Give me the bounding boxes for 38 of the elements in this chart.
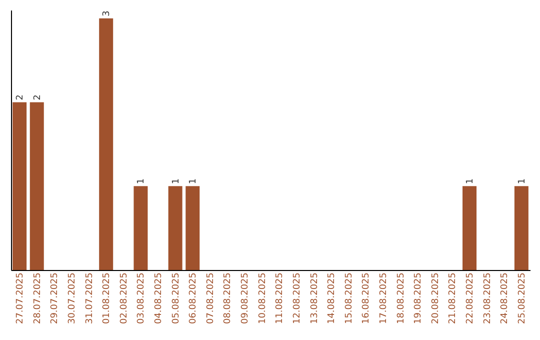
x-tick-label: 28.07.2025 (32, 272, 43, 324)
x-tick-label: 30.07.2025 (67, 272, 78, 324)
x-tick-label: 27.07.2025 (16, 272, 26, 324)
data-label: 1 (188, 178, 199, 184)
x-tick-label: 11.08.2025 (275, 272, 286, 324)
x-tick-label: 29.07.2025 (50, 272, 60, 324)
x-tick-label: 24.08.2025 (500, 272, 510, 324)
x-tick-label: 03.08.2025 (136, 272, 147, 324)
x-tick-label: 17.08.2025 (378, 272, 389, 324)
data-label: 2 (16, 94, 26, 100)
x-tick-label: 02.08.2025 (119, 272, 130, 324)
x-tick-label: 01.08.2025 (102, 272, 112, 324)
x-tick-label: 19.08.2025 (414, 272, 424, 324)
x-tick-label: 31.07.2025 (84, 272, 95, 324)
x-tick-label: 18.08.2025 (396, 272, 406, 324)
x-tick-label: 25.08.2025 (517, 272, 528, 324)
x-tick-label: 23.08.2025 (482, 272, 493, 324)
data-label: 3 (102, 10, 112, 16)
x-tick-label: 15.08.2025 (344, 272, 354, 324)
x-tick-label: 08.08.2025 (223, 272, 234, 324)
x-tick-label: 07.08.2025 (206, 272, 216, 324)
data-label: 1 (136, 178, 147, 184)
x-tick-label: 04.08.2025 (154, 272, 164, 324)
x-tick-label: 13.08.2025 (310, 272, 320, 324)
x-tick-label: 22.08.2025 (466, 272, 476, 324)
data-label: 1 (171, 178, 182, 184)
x-tick-label: 20.08.2025 (430, 272, 441, 324)
x-tick-label: 06.08.2025 (188, 272, 199, 324)
x-tick-label: 16.08.2025 (362, 272, 372, 324)
data-label: 1 (517, 178, 528, 184)
data-label: 2 (32, 94, 43, 100)
x-tick-label: 10.08.2025 (258, 272, 268, 324)
x-tick-label: 05.08.2025 (171, 272, 182, 324)
x-tick-label: 09.08.2025 (240, 272, 251, 324)
data-label: 1 (466, 178, 476, 184)
x-tick-label: 12.08.2025 (292, 272, 302, 324)
x-tick-label: 14.08.2025 (327, 272, 338, 324)
x-tick-label: 21.08.2025 (448, 272, 458, 324)
